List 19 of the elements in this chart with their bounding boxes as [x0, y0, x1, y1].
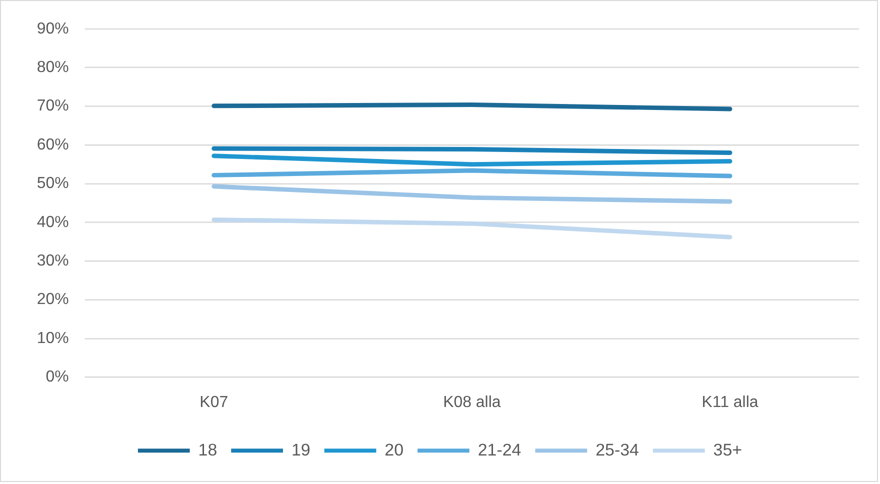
legend-label: 35+	[713, 440, 742, 460]
legend-label: 25-34	[596, 440, 639, 460]
y-tick-label: 30%	[36, 252, 69, 270]
x-tick-label: K08 alla	[443, 394, 501, 412]
legend-label: 21-24	[478, 440, 522, 460]
x-tick-label: K07	[200, 394, 228, 412]
y-tick-label: 10%	[36, 330, 69, 347]
y-tick-label: 50%	[36, 175, 69, 192]
y-tick-label: 0%	[46, 368, 69, 386]
y-tick-label: 80%	[36, 58, 69, 76]
legend-label: 19	[291, 440, 310, 460]
x-tick-label: K11 alla	[702, 394, 758, 412]
y-tick-label: 90%	[36, 20, 69, 38]
y-tick-label: 70%	[36, 98, 69, 115]
legend-label: 20	[384, 440, 404, 460]
y-tick-label: 20%	[36, 291, 69, 308]
y-tick-label: 40%	[36, 214, 69, 231]
y-tick-label: 60%	[36, 136, 69, 154]
legend-label: 18	[198, 440, 218, 460]
